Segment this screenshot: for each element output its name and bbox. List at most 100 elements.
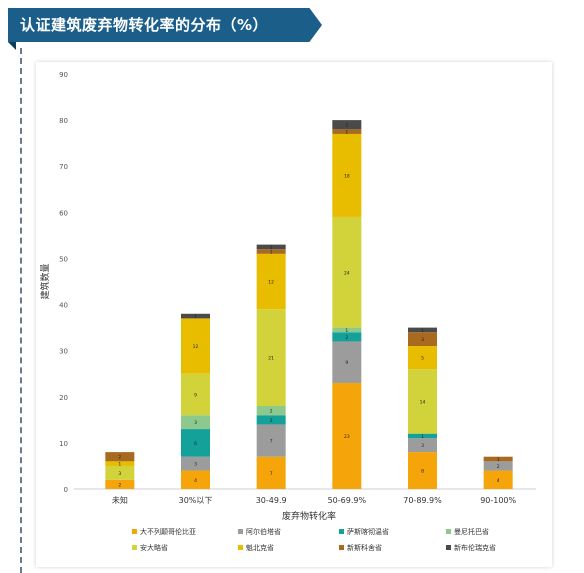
bar-segment xyxy=(181,429,210,457)
chart-axes: 0 10 20 30 40 50 60 70 80 90 未知 30%以下 30-49.9 50-69.9… xyxy=(59,71,536,505)
y-tick-label: 80 xyxy=(59,117,68,125)
bar-segment xyxy=(408,438,437,453)
y-tick-label: 0 xyxy=(64,486,68,494)
data-label: 2 xyxy=(345,335,348,341)
title-banner xyxy=(8,8,322,42)
data-label: 1 xyxy=(421,434,424,440)
bar-segment xyxy=(408,346,437,370)
data-label: 2 xyxy=(497,464,500,470)
data-label: 3 xyxy=(194,420,197,426)
bar-segment xyxy=(332,327,362,333)
data-label: 1 xyxy=(345,328,348,334)
data-label: 7 xyxy=(270,439,273,445)
y-tick-label: 70 xyxy=(59,163,68,171)
data-label: 2 xyxy=(270,418,273,424)
stacked-bar-chart: 0 10 20 30 40 50 60 70 80 90 未知 30%以下 30-49.9 50-69.9… xyxy=(39,71,536,552)
data-label: 4 xyxy=(194,478,197,484)
x-tick-label: 70-89.9% xyxy=(403,496,442,505)
legend-swatch xyxy=(132,545,137,550)
page-title: 认证建筑废弃物转化率的分布（%） xyxy=(20,16,269,34)
data-label: 1 xyxy=(194,314,197,320)
y-axis-label: 建筑数量 xyxy=(39,263,51,299)
data-label: 9 xyxy=(194,392,197,398)
y-tick-label: 90 xyxy=(59,71,68,79)
data-label: 1 xyxy=(421,328,424,334)
legend-swatch xyxy=(446,529,451,534)
data-label: 2 xyxy=(118,482,121,488)
bar-segment xyxy=(332,216,362,328)
bar-segment xyxy=(256,244,286,250)
chart-bars: 2312436391217722211211239212418128311453… xyxy=(105,120,513,489)
data-label: 12 xyxy=(193,344,199,350)
x-tick-label: 30-49.9 xyxy=(256,496,287,505)
bar-segment xyxy=(181,318,210,374)
chart-panel: 0 10 20 30 40 50 60 70 80 90 未知 30%以下 30-49.9 50-69.9… xyxy=(36,62,552,567)
y-tick-label: 10 xyxy=(59,440,68,448)
bar-segment xyxy=(256,424,286,457)
x-axis-label: 废弃物转化率 xyxy=(282,510,336,522)
data-label: 6 xyxy=(194,441,197,447)
legend-swatch xyxy=(132,529,137,534)
bar-segment xyxy=(408,369,437,434)
legend-label: 大不列颠哥伦比亚 xyxy=(140,527,196,536)
data-label: 3 xyxy=(118,471,121,477)
bar-segment xyxy=(408,452,437,489)
bar-segment xyxy=(408,433,437,439)
bar-segment xyxy=(483,461,513,471)
y-tick-label: 30 xyxy=(59,348,68,356)
bar-segment xyxy=(181,415,210,430)
data-label: 1 xyxy=(345,130,348,136)
bar-segment xyxy=(332,341,362,383)
data-label: 12 xyxy=(268,280,274,286)
x-tick-label: 90-100% xyxy=(480,496,516,505)
bar-segment xyxy=(332,129,362,134)
y-tick-label: 20 xyxy=(59,394,68,402)
data-label: 3 xyxy=(194,462,197,468)
bar-segment xyxy=(332,332,362,342)
legend-label: 萨斯喀彻温省 xyxy=(347,527,389,536)
bar-segment xyxy=(408,327,437,333)
legend-label: 阿尔伯塔省 xyxy=(246,527,281,536)
bar-segment xyxy=(256,309,286,406)
bar-segment xyxy=(256,249,286,254)
bar-segment xyxy=(408,332,437,347)
data-label: 14 xyxy=(420,399,426,405)
title-banner-fold xyxy=(8,42,16,50)
bar-segment xyxy=(105,465,135,480)
data-label: 1 xyxy=(118,462,121,468)
data-label: 1 xyxy=(497,457,500,463)
data-label: 4 xyxy=(497,478,500,484)
bar-segment xyxy=(256,456,286,489)
bar-segment xyxy=(181,373,210,416)
bar-segment xyxy=(105,452,135,462)
bar-segment xyxy=(332,382,362,489)
data-label: 3 xyxy=(421,337,424,343)
bar-segment xyxy=(256,406,286,416)
data-label: 21 xyxy=(268,356,274,362)
x-tick-label: 50-69.9% xyxy=(328,496,367,505)
legend-swatch xyxy=(238,529,243,534)
bar-segment xyxy=(181,456,210,471)
legend-swatch xyxy=(339,545,344,550)
bar-segment xyxy=(256,415,286,425)
legend-swatch xyxy=(339,529,344,534)
bar-segment xyxy=(483,470,513,489)
legend-label: 曼尼托巴省 xyxy=(454,527,489,536)
bar-segment xyxy=(105,461,135,466)
bar-segment xyxy=(332,120,362,130)
legend-label: 安大略省 xyxy=(140,543,168,552)
data-label: 1 xyxy=(270,245,273,251)
y-tick-label: 50 xyxy=(59,255,68,263)
data-label: 9 xyxy=(345,360,348,366)
data-label: 2 xyxy=(270,409,273,415)
data-label: 23 xyxy=(344,434,350,440)
data-label: 24 xyxy=(344,270,350,276)
bar-segment xyxy=(181,470,210,489)
legend-swatch xyxy=(446,545,451,550)
data-label: 2 xyxy=(345,123,348,129)
bar-segment xyxy=(332,133,362,217)
dashed-divider xyxy=(20,48,22,573)
data-label: 1 xyxy=(270,250,273,256)
legend-swatch xyxy=(238,545,243,550)
